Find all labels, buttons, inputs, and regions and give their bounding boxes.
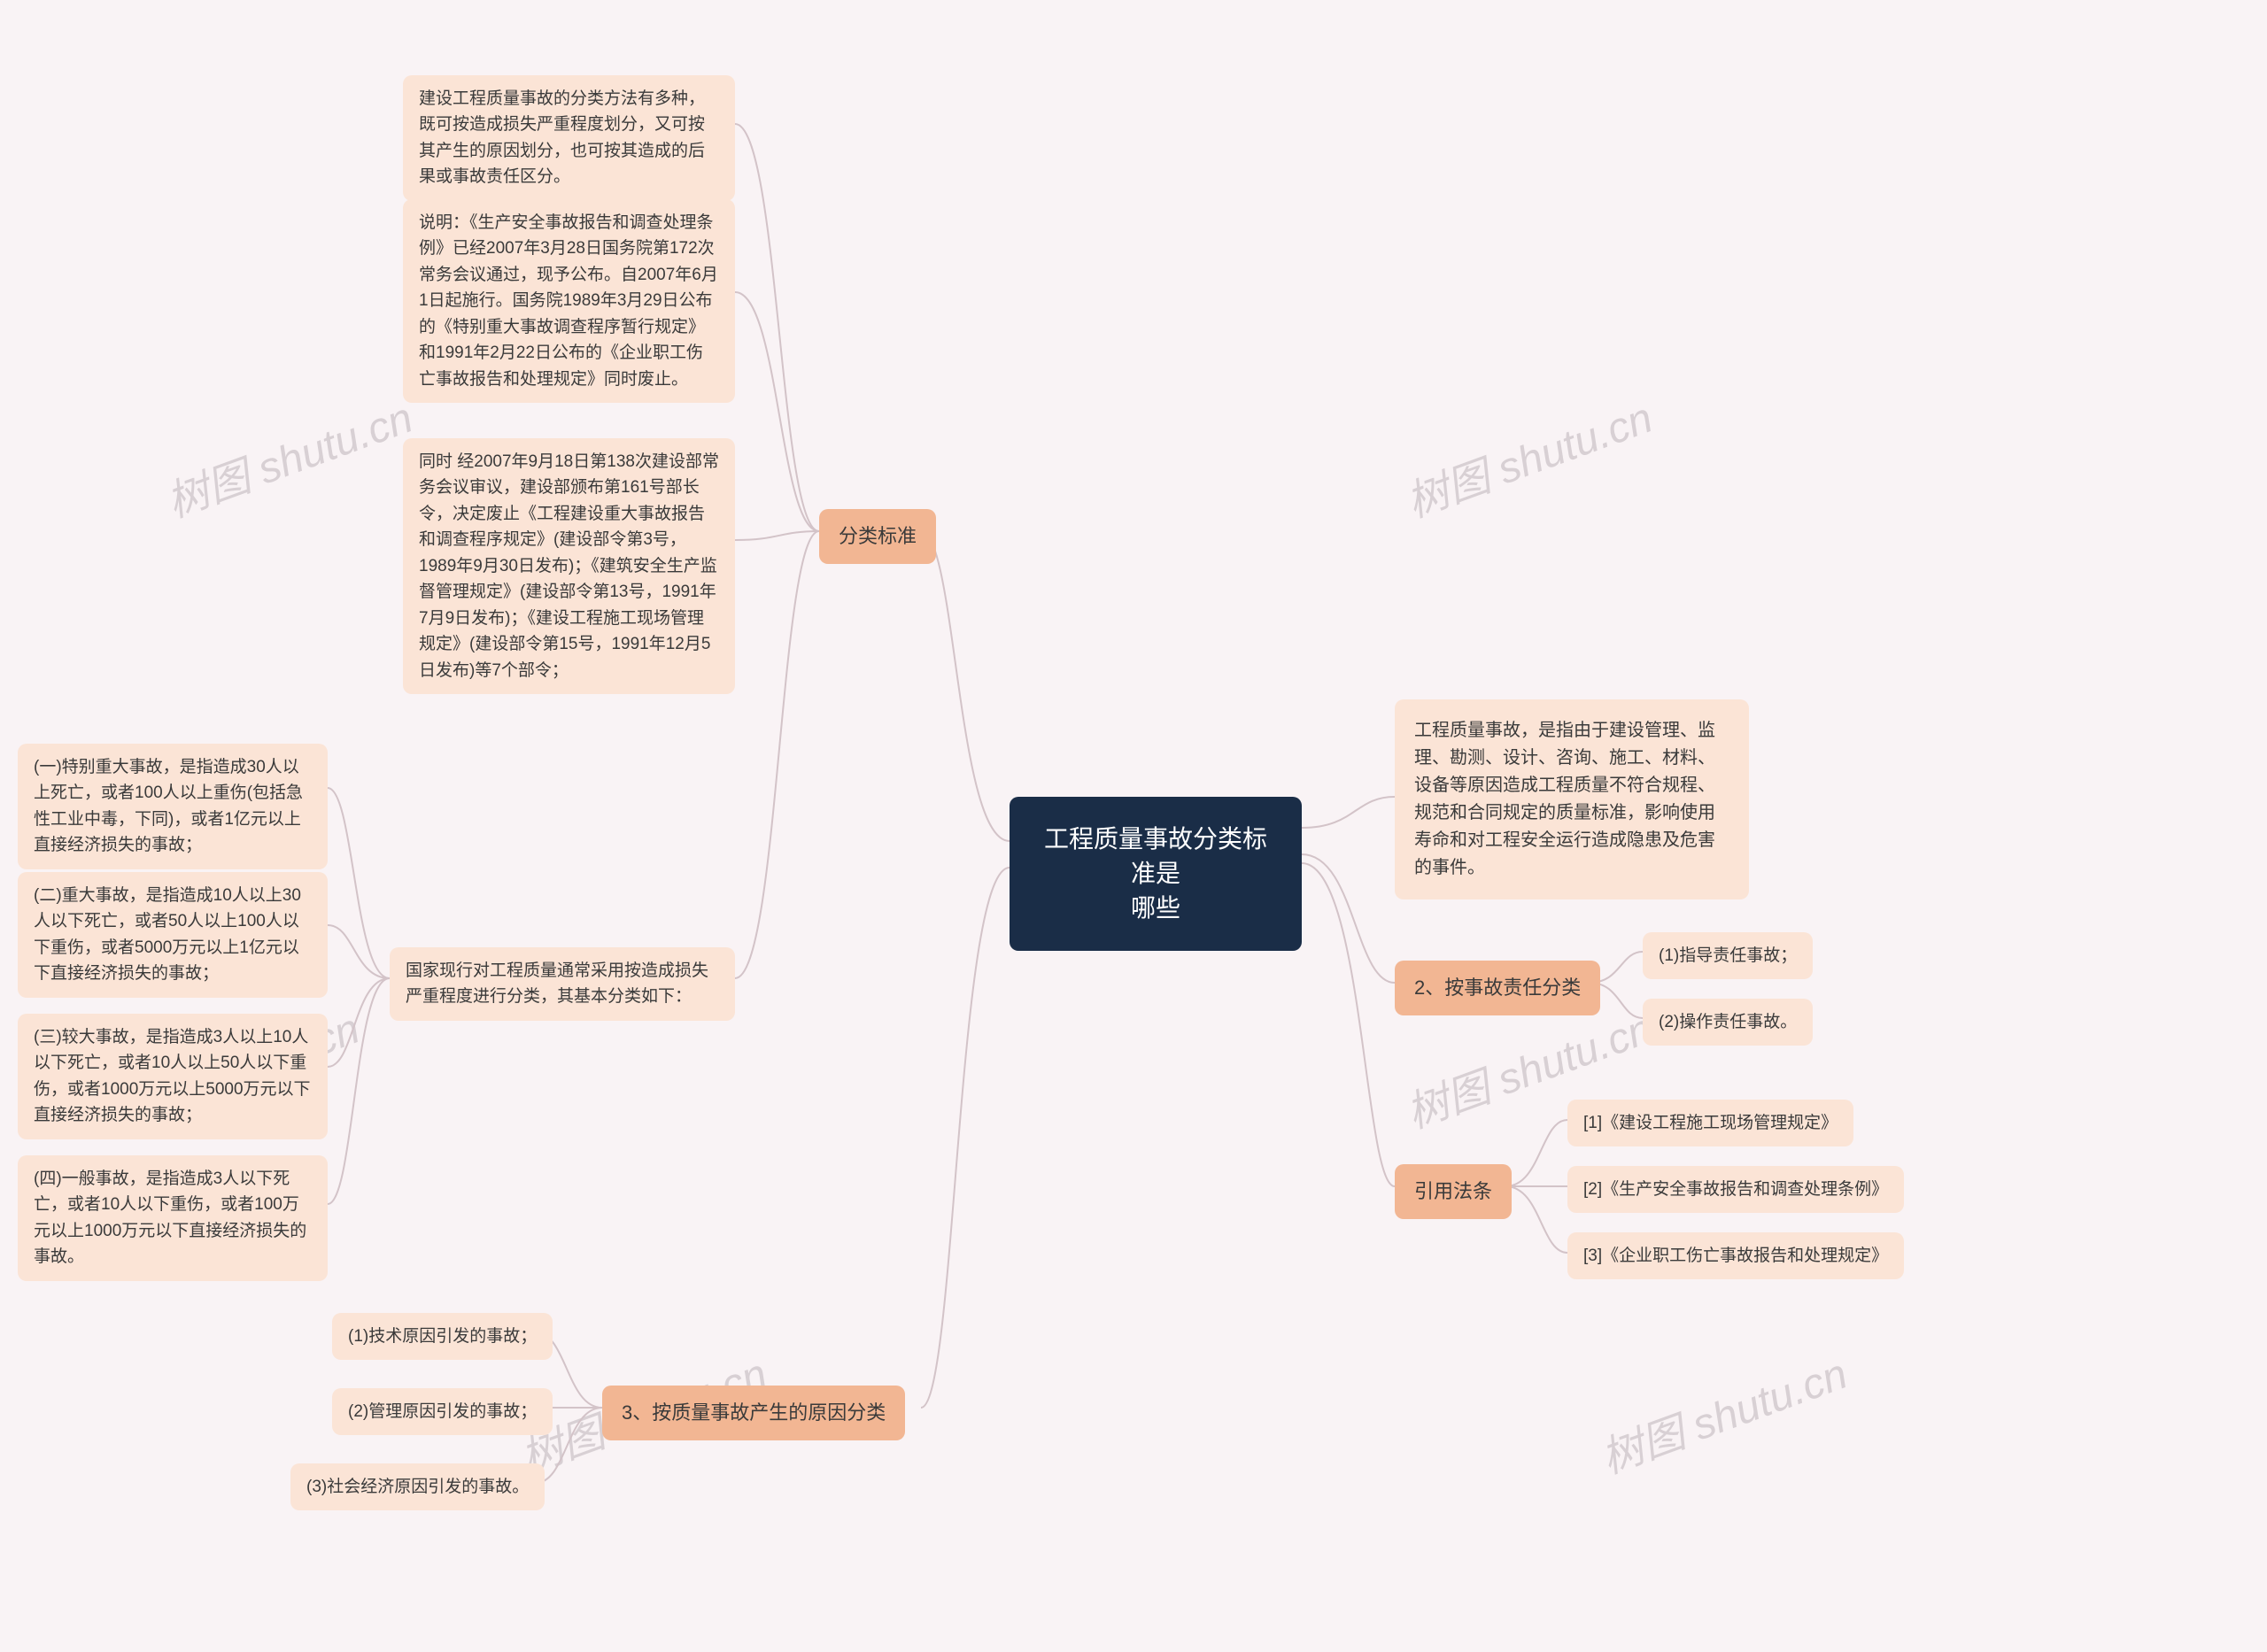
root-line2: 哪些 xyxy=(1131,894,1180,922)
responsibility-item-1[interactable]: (1)指导责任事故； xyxy=(1643,932,1813,979)
root-node[interactable]: 工程质量事故分类标准是 哪些 xyxy=(1010,797,1302,951)
cause-item-1[interactable]: (1)技术原因引发的事故； xyxy=(332,1313,553,1360)
severity-intro[interactable]: 国家现行对工程质量通常采用按造成损失严重程度进行分类，其基本分类如下： xyxy=(390,947,735,1021)
cause-item-3[interactable]: (3)社会经济原因引发的事故。 xyxy=(290,1463,545,1510)
classification-text-3[interactable]: 同时 经2007年9月18日第138次建设部常务会议审议，建设部颁布第161号部… xyxy=(403,438,735,694)
root-line1: 工程质量事故分类标准是 xyxy=(1044,825,1267,887)
responsibility-item-2[interactable]: (2)操作责任事故。 xyxy=(1643,999,1813,1046)
severity-level-1[interactable]: (一)特别重大事故，是指造成30人以上死亡，或者100人以上重伤(包括急性工业中… xyxy=(18,744,328,869)
reference-item-1[interactable]: [1]《建设工程施工现场管理规定》 xyxy=(1567,1100,1853,1146)
description-node[interactable]: 工程质量事故，是指由于建设管理、监理、勘测、设计、咨询、施工、材料、设备等原因造… xyxy=(1395,699,1749,899)
reference-item-2[interactable]: [2]《生产安全事故报告和调查处理条例》 xyxy=(1567,1166,1904,1213)
branch-classification-std[interactable]: 分类标准 xyxy=(819,509,936,564)
cause-item-2[interactable]: (2)管理原因引发的事故； xyxy=(332,1388,553,1435)
watermark: 树图 shutu.cn xyxy=(1591,1339,1854,1485)
branch-references[interactable]: 引用法条 xyxy=(1395,1164,1512,1219)
watermark: 树图 shutu.cn xyxy=(157,382,420,529)
severity-level-3[interactable]: (三)较大事故，是指造成3人以上10人以下死亡，或者10人以上50人以下重伤，或… xyxy=(18,1014,328,1139)
severity-level-4[interactable]: (四)一般事故，是指造成3人以下死亡，或者10人以下重伤，或者100万元以上10… xyxy=(18,1155,328,1281)
reference-item-3[interactable]: [3]《企业职工伤亡事故报告和处理规定》 xyxy=(1567,1232,1904,1279)
branch-responsibility[interactable]: 2、按事故责任分类 xyxy=(1395,961,1600,1015)
severity-level-2[interactable]: (二)重大事故，是指造成10人以上30人以下死亡，或者50人以上100人以下重伤… xyxy=(18,872,328,998)
classification-text-1[interactable]: 建设工程质量事故的分类方法有多种，既可按造成损失严重程度划分，又可按其产生的原因… xyxy=(403,75,735,201)
watermark: 树图 shutu.cn xyxy=(1397,382,1660,529)
branch-by-cause[interactable]: 3、按质量事故产生的原因分类 xyxy=(602,1386,905,1440)
classification-text-2[interactable]: 说明：《生产安全事故报告和调查处理条例》已经2007年3月28日国务院第172次… xyxy=(403,199,735,403)
